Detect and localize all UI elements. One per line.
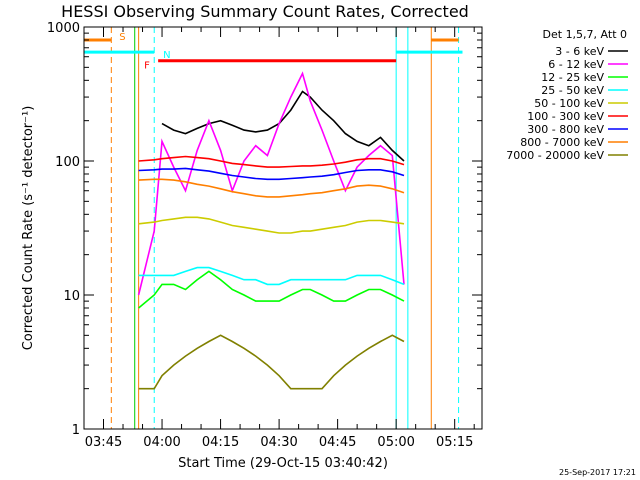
flag-label: F [144, 61, 150, 72]
y-tick-label: 1 [72, 423, 80, 438]
x-tick-label: 05:15 [436, 435, 473, 450]
flag-label: N [163, 50, 170, 61]
legend-label: 25 - 50 keV [541, 84, 604, 97]
legend-label: 300 - 800 keV [527, 123, 604, 136]
axes: 1 10 100 1000 03:45 04:00 04:15 04:30 04:45 05:00… [47, 21, 482, 450]
x-tick-label: 04:15 [202, 435, 239, 450]
series-line [138, 178, 405, 198]
plot-frame [83, 26, 483, 430]
x-tick-label: 05:00 [377, 435, 414, 450]
legend-label: 3 - 6 keV [555, 45, 604, 58]
series-line [138, 266, 405, 286]
series-line [137, 71, 405, 296]
series-line [138, 334, 405, 390]
y-tick-label: 10 [63, 289, 80, 304]
y-tick-label: 100 [55, 155, 80, 170]
legend-label: 800 - 7000 keV [520, 136, 604, 149]
y-tick-label: 1000 [47, 21, 80, 36]
series-line [138, 270, 405, 309]
plot-timestamp: 25-Sep-2017 17:21 [559, 468, 636, 477]
x-axis-label: Start Time (29-Oct-15 03:40:42) [178, 456, 388, 471]
plot-area: S N F [84, 27, 463, 429]
legend-label: 50 - 100 keV [534, 97, 604, 110]
x-tick-label: 03:45 [85, 435, 122, 450]
y-axis-label: Corrected Count Rate (s⁻¹ detector⁻¹) [21, 106, 36, 351]
legend-title: Det 1,5,7, Att 0 [543, 28, 627, 41]
legend-label: 7000 - 20000 keV [506, 149, 604, 162]
legend-label: 12 - 25 keV [541, 71, 604, 84]
x-tick-label: 04:45 [319, 435, 356, 450]
legend-label: 100 - 300 keV [527, 110, 604, 123]
series-line [138, 167, 405, 181]
series-line [161, 90, 405, 162]
series-line [138, 155, 405, 168]
x-tick-label: 04:30 [260, 435, 297, 450]
flag-label: S [119, 32, 125, 43]
series-line [138, 216, 405, 234]
chart-title: HESSI Observing Summary Count Rates, Cor… [61, 2, 469, 21]
x-tick-label: 04:00 [143, 435, 180, 450]
legend-label: 6 - 12 keV [548, 58, 604, 71]
